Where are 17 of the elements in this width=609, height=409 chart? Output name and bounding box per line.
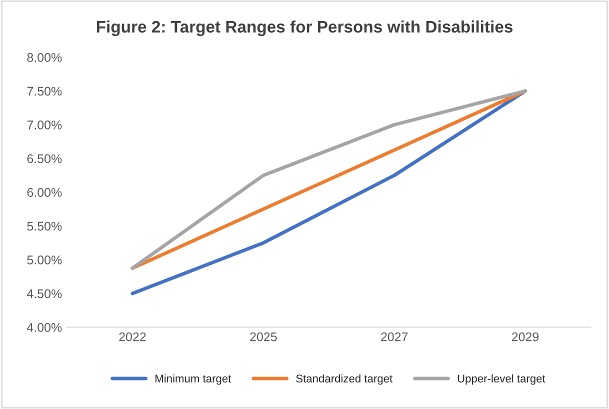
x-tick-label: 2022	[119, 332, 146, 342]
y-tick-label: 5.00%	[27, 256, 62, 264]
y-tick-label: 6.00%	[27, 188, 62, 197]
y-tick-label: 8.00%	[27, 53, 62, 62]
chart-title: Figure 2: Target Ranges for Persons with Disabilities	[96, 20, 513, 36]
x-tick-label: 2027	[381, 332, 408, 342]
y-tick-label: 7.50%	[27, 86, 62, 96]
x-tick-label: 2025	[250, 332, 277, 342]
y-tick-label: 7.00%	[27, 120, 62, 130]
y-tick-label: 4.50%	[26, 289, 62, 298]
legend-label: Upper-level target	[458, 374, 546, 385]
legend-label: Standardized target	[296, 374, 393, 385]
y-tick-label: 4.00%	[26, 323, 62, 332]
y-tick-label: 5.50%	[27, 222, 62, 231]
y-tick-label: 6.50%	[27, 154, 62, 164]
x-tick-label: 2029	[512, 332, 539, 342]
legend-label: Minimum target	[156, 374, 232, 385]
